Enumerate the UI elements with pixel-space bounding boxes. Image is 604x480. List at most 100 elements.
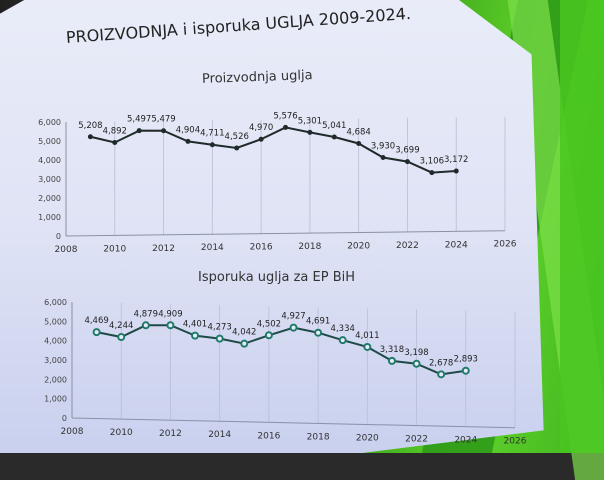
data-label: 4,684 bbox=[346, 127, 370, 137]
data-label: 4,711 bbox=[200, 129, 224, 139]
presentation-slide bbox=[0, 0, 544, 453]
data-point bbox=[209, 142, 215, 148]
data-point bbox=[283, 124, 288, 130]
production-chart: Proizvodnja uglja 2008 2010 2012 2014 2016 20… bbox=[0, 60, 530, 260]
data-label: 5,041 bbox=[322, 121, 346, 131]
x-axis bbox=[71, 417, 516, 429]
data-point bbox=[404, 159, 410, 165]
data-label: 4,892 bbox=[103, 126, 127, 136]
data-point bbox=[161, 128, 167, 134]
data-point bbox=[117, 333, 126, 342]
data-label: 3,198 bbox=[404, 348, 428, 358]
x-tick-label: 2024 bbox=[445, 240, 468, 250]
data-point bbox=[412, 359, 421, 368]
y-tick-label: 1,000 bbox=[38, 213, 61, 222]
data-label: 4,042 bbox=[232, 328, 256, 338]
data-point bbox=[461, 366, 470, 375]
y-tick-label: 3,000 bbox=[44, 356, 67, 365]
data-label: 2,678 bbox=[429, 358, 453, 368]
data-label: 4,970 bbox=[249, 123, 273, 133]
data-point bbox=[191, 331, 200, 340]
data-point bbox=[92, 328, 101, 337]
data-label: 5,479 bbox=[151, 115, 175, 125]
x-tick-label: 2012 bbox=[159, 429, 182, 439]
data-point bbox=[338, 336, 347, 345]
data-label: 3,106 bbox=[420, 157, 444, 167]
data-point bbox=[314, 328, 323, 337]
data-label: 3,930 bbox=[371, 142, 395, 152]
y-tick-label: 1,000 bbox=[44, 395, 67, 404]
x-tick-label: 2026 bbox=[494, 240, 517, 250]
data-point bbox=[136, 128, 142, 134]
x-tick-label: 2020 bbox=[356, 433, 379, 443]
x-tick-label: 2010 bbox=[110, 428, 133, 438]
data-point bbox=[166, 321, 175, 330]
data-label: 4,334 bbox=[331, 324, 355, 334]
line-chart-production: 2008 2010 2012 2014 2016 2018 2020 2022 2024 2026… bbox=[38, 111, 517, 255]
data-label: 4,526 bbox=[225, 132, 249, 142]
data-point bbox=[258, 136, 264, 142]
data-label: 5,576 bbox=[273, 111, 297, 121]
data-label: 5,497 bbox=[127, 115, 151, 125]
data-line bbox=[96, 324, 466, 376]
x-tick-label: 2022 bbox=[396, 241, 419, 251]
data-label: 3,318 bbox=[380, 345, 404, 355]
data-label: 4,244 bbox=[109, 321, 133, 331]
x-tick-label: 2026 bbox=[504, 437, 527, 447]
data-line bbox=[90, 126, 457, 174]
x-tick-label: 2016 bbox=[250, 243, 273, 253]
data-label: 4,502 bbox=[257, 319, 281, 329]
x-tick-label: 2024 bbox=[454, 436, 477, 446]
y-tick-label: 0 bbox=[56, 232, 61, 241]
data-point bbox=[380, 155, 386, 161]
x-tick-label: 2016 bbox=[257, 431, 280, 441]
data-point bbox=[141, 321, 150, 330]
data-point bbox=[185, 138, 191, 144]
data-point bbox=[331, 134, 337, 140]
data-point bbox=[453, 168, 459, 174]
y-tick-label: 6,000 bbox=[44, 298, 67, 307]
data-point bbox=[429, 170, 435, 176]
y-tick-label: 4,000 bbox=[44, 337, 67, 346]
data-label: 3,172 bbox=[444, 155, 468, 165]
y-tick-label: 6,000 bbox=[38, 118, 61, 127]
data-point bbox=[264, 331, 273, 340]
y-tick-label: 5,000 bbox=[44, 317, 67, 326]
data-label: 3,699 bbox=[395, 146, 419, 156]
x-tick-label: 2018 bbox=[298, 242, 321, 252]
x-tick-label: 2012 bbox=[152, 244, 175, 254]
data-point bbox=[356, 140, 362, 146]
y-tick-label: 3,000 bbox=[38, 175, 61, 184]
delivery-chart: Isporuka uglja za EP BiH 2008 2010 2012 201… bbox=[0, 258, 540, 458]
data-label: 5,301 bbox=[298, 116, 322, 126]
chart-title: Isporuka uglja za EP BiH bbox=[198, 270, 356, 285]
data-point bbox=[112, 139, 118, 145]
x-tick-label: 2008 bbox=[61, 427, 84, 437]
data-label: 5,208 bbox=[78, 121, 102, 131]
data-point bbox=[289, 323, 298, 332]
decorative-stripe bbox=[560, 0, 604, 453]
line-chart-delivery: 2008 2010 2012 2014 2016 2018 2020 2022 2024 2026… bbox=[44, 298, 527, 447]
data-label: 2,893 bbox=[454, 355, 478, 365]
y-tick-label: 0 bbox=[62, 414, 67, 423]
data-point bbox=[87, 134, 93, 140]
data-label: 4,904 bbox=[176, 125, 200, 135]
data-point bbox=[215, 334, 224, 343]
y-tick-label: 2,000 bbox=[38, 194, 61, 203]
x-tick-label: 2014 bbox=[201, 243, 224, 253]
y-tick-label: 5,000 bbox=[38, 137, 61, 146]
x-tick-label: 2020 bbox=[347, 241, 370, 251]
x-tick-label: 2014 bbox=[208, 430, 231, 440]
x-axis bbox=[65, 230, 506, 237]
data-point bbox=[240, 339, 249, 348]
y-tick-label: 2,000 bbox=[44, 375, 67, 384]
data-point bbox=[437, 370, 446, 379]
x-tick-label: 2018 bbox=[307, 432, 330, 442]
x-tick-label: 2010 bbox=[103, 244, 126, 254]
y-tick-label: 4,000 bbox=[38, 156, 61, 165]
data-point bbox=[234, 145, 240, 151]
data-point bbox=[387, 356, 396, 365]
data-label: 4,691 bbox=[306, 317, 330, 327]
data-label: 4,011 bbox=[355, 331, 379, 341]
x-tick-label: 2022 bbox=[405, 435, 428, 445]
